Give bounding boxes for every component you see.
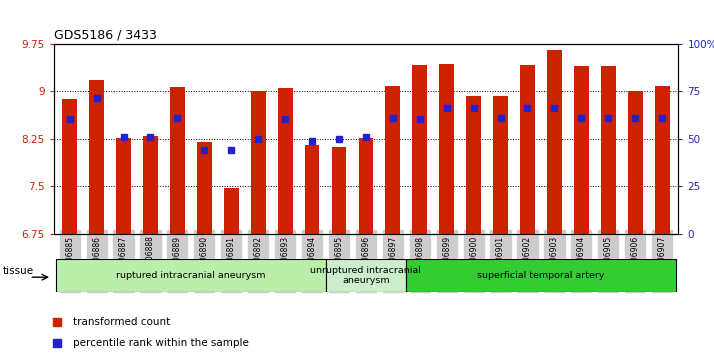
Bar bbox=[466, 95, 481, 234]
Bar bbox=[278, 88, 293, 234]
Bar bbox=[520, 65, 535, 234]
Bar bbox=[655, 86, 670, 234]
Bar bbox=[116, 138, 131, 234]
Bar bbox=[406, 259, 675, 292]
Bar bbox=[358, 138, 373, 234]
Bar bbox=[386, 86, 401, 234]
Bar bbox=[326, 259, 406, 292]
Bar bbox=[574, 66, 589, 234]
Bar bbox=[224, 188, 238, 234]
Text: transformed count: transformed count bbox=[74, 317, 171, 327]
Bar bbox=[601, 66, 615, 234]
Text: percentile rank within the sample: percentile rank within the sample bbox=[74, 338, 249, 347]
Bar bbox=[251, 91, 266, 234]
Bar bbox=[56, 259, 326, 292]
Bar bbox=[547, 50, 562, 234]
Text: ruptured intracranial aneurysm: ruptured intracranial aneurysm bbox=[116, 271, 266, 280]
Bar bbox=[439, 64, 454, 234]
Bar bbox=[331, 147, 346, 234]
Bar bbox=[62, 99, 77, 234]
Bar bbox=[493, 95, 508, 234]
Text: unruptured intracranial
aneurysm: unruptured intracranial aneurysm bbox=[311, 266, 421, 285]
Bar bbox=[413, 65, 427, 234]
Text: superficial temporal artery: superficial temporal artery bbox=[477, 271, 605, 280]
Bar bbox=[305, 145, 319, 234]
Bar bbox=[170, 87, 185, 234]
Text: GDS5186 / 3433: GDS5186 / 3433 bbox=[54, 28, 156, 41]
Bar bbox=[143, 136, 158, 234]
Bar bbox=[628, 91, 643, 234]
Bar bbox=[89, 80, 104, 234]
Bar bbox=[197, 142, 212, 234]
Text: tissue: tissue bbox=[3, 265, 34, 276]
